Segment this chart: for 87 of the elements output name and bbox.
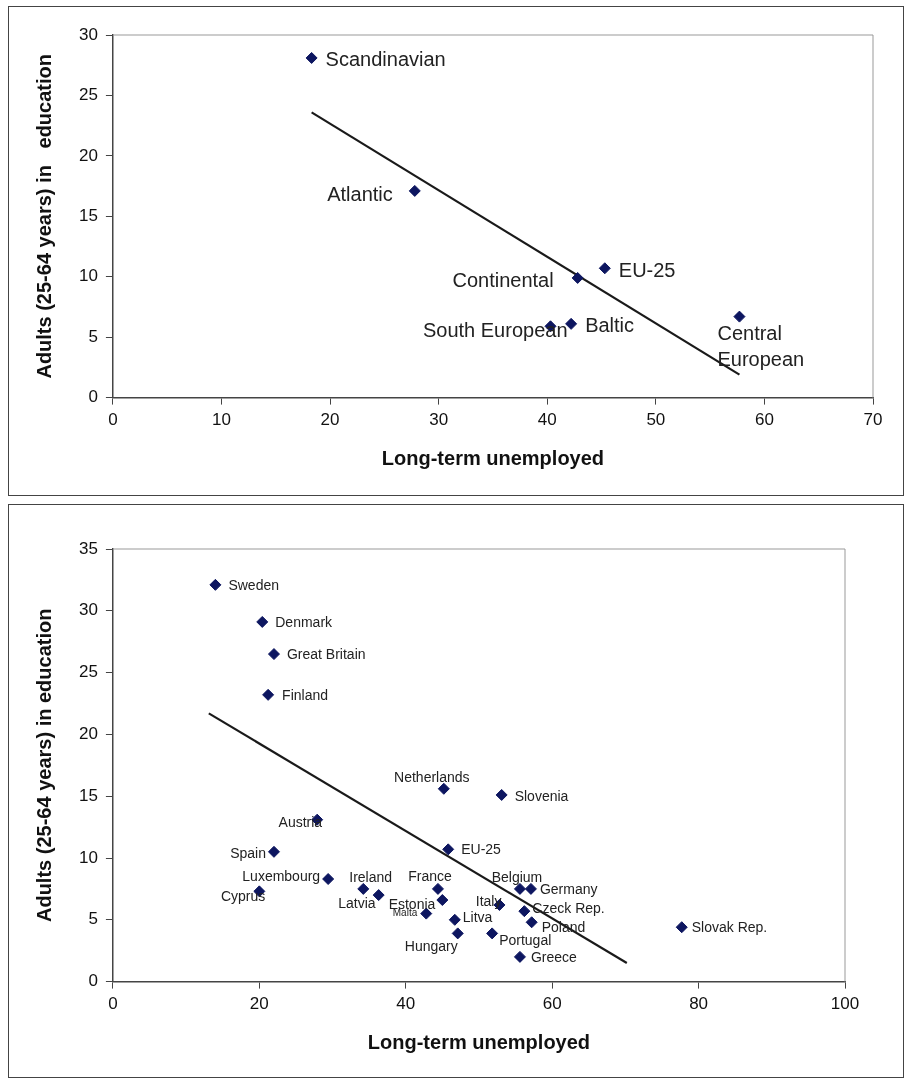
annotation: EU-25 xyxy=(461,841,502,858)
x-tick-label: 30 xyxy=(429,410,449,430)
y-tick-label: 5 xyxy=(88,909,98,929)
y-axis-title: Adults (25-64 years) in education xyxy=(32,608,55,923)
point xyxy=(267,648,280,661)
point xyxy=(451,927,464,940)
point xyxy=(513,950,526,963)
annotation: Sweden xyxy=(228,576,279,593)
annotation: Netherlands xyxy=(394,768,470,785)
x-tick-label: 70 xyxy=(863,410,883,430)
y-tick-label: 15 xyxy=(78,785,98,805)
point xyxy=(675,921,688,934)
y-tick-label: 0 xyxy=(88,387,98,407)
x-tick-label: 60 xyxy=(754,410,774,430)
point xyxy=(571,271,584,284)
annotation: Latvia xyxy=(338,894,376,911)
point xyxy=(322,873,335,886)
y-tick-label: 20 xyxy=(78,145,98,165)
annotation: Cyprus xyxy=(220,888,266,905)
y-tick-label: 20 xyxy=(78,724,98,744)
annotation: EU-25 xyxy=(618,258,676,281)
annotation: Ireland xyxy=(349,868,393,885)
annotation: Central European xyxy=(717,322,805,371)
x-tick-label: 60 xyxy=(542,994,562,1014)
annotation: Scandinavian xyxy=(325,48,446,71)
point xyxy=(256,615,269,628)
annotation: Hungary xyxy=(404,938,458,955)
x-tick-label: 50 xyxy=(646,410,666,430)
y-tick-label: 25 xyxy=(78,85,98,105)
point xyxy=(565,317,578,330)
point xyxy=(357,882,370,895)
annotation: Great Britain xyxy=(286,645,366,662)
x-tick-label: 10 xyxy=(212,410,231,430)
annotation: Denmark xyxy=(275,613,334,630)
annotation: Portugal xyxy=(499,932,552,949)
annotation: Litva xyxy=(462,908,493,925)
x-tick-label: 40 xyxy=(537,410,557,430)
y-tick-label: 0 xyxy=(88,971,98,991)
x-tick-label: 20 xyxy=(249,994,269,1014)
point xyxy=(305,51,318,64)
point xyxy=(431,882,444,895)
x-axis-title: Long-term unemployed xyxy=(381,446,605,469)
point xyxy=(442,843,455,856)
annotation: Baltic xyxy=(585,314,635,337)
y-tick-label: 35 xyxy=(78,538,98,558)
y-tick-label: 30 xyxy=(78,24,98,44)
annotation: France xyxy=(408,867,452,884)
y-tick-label: 10 xyxy=(78,847,98,867)
point xyxy=(437,782,450,795)
point xyxy=(448,913,461,926)
annotation: Italy xyxy=(475,892,502,909)
point xyxy=(262,688,275,701)
x-tick-label: 0 xyxy=(108,994,118,1014)
x-tick-label: 40 xyxy=(396,994,416,1014)
point xyxy=(598,262,611,275)
y-tick-label: 25 xyxy=(78,662,98,682)
annotation: South European xyxy=(422,318,568,341)
annotation: Austria xyxy=(278,813,323,830)
x-tick-label: 20 xyxy=(320,410,340,430)
y-tick-label: 15 xyxy=(78,205,98,225)
x-axis-title: Long-term unemployed xyxy=(367,1030,591,1053)
annotation: Slovenia xyxy=(514,787,569,804)
point xyxy=(495,788,508,801)
annotation: Atlantic xyxy=(327,183,393,206)
point xyxy=(733,310,746,323)
y-tick-label: 5 xyxy=(88,326,98,346)
annotation: Greece xyxy=(530,948,578,965)
annotation: Continental xyxy=(452,269,554,292)
point xyxy=(408,184,421,197)
annotation: Luxembourg xyxy=(242,867,321,884)
annotation: Belgium xyxy=(491,868,543,885)
point xyxy=(436,894,449,907)
y-tick-label: 10 xyxy=(78,266,98,286)
x-tick-label: 100 xyxy=(830,994,860,1014)
point xyxy=(267,845,280,858)
x-tick-label: 0 xyxy=(108,410,118,430)
point xyxy=(518,905,531,918)
x-tick-label: 80 xyxy=(689,994,709,1014)
annotation: Spain xyxy=(230,844,266,861)
point xyxy=(525,916,538,929)
point xyxy=(209,578,222,591)
y-tick-label: 30 xyxy=(78,600,98,620)
annotation: Finland xyxy=(282,686,329,703)
y-axis-title: Adults (25-64 years) in education xyxy=(32,54,55,379)
annotation: Czeck Rep. xyxy=(532,900,605,917)
point xyxy=(486,927,499,940)
annotation: Slovak Rep. xyxy=(691,919,768,936)
